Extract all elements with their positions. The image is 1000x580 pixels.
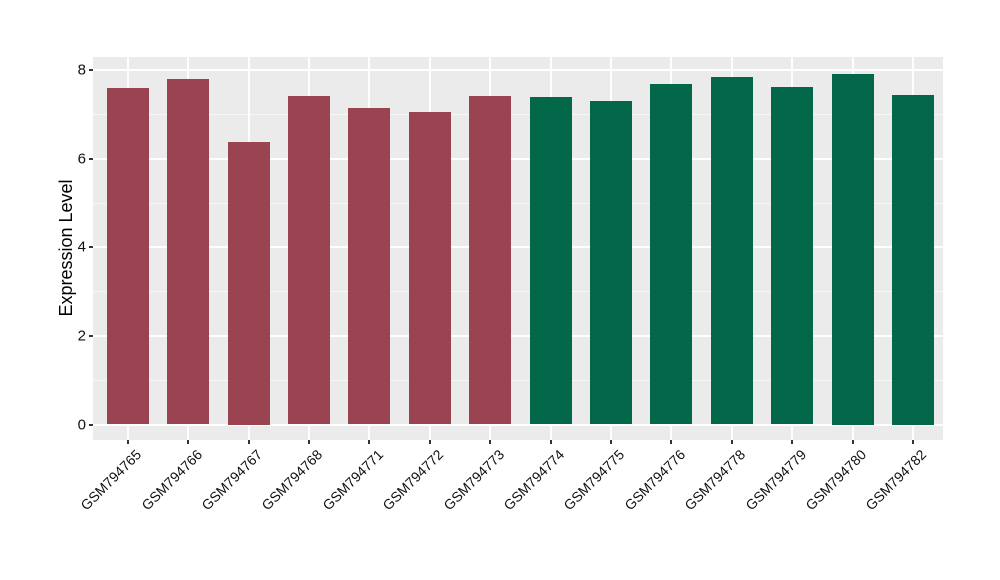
y-tick-label: 8 <box>77 61 86 79</box>
x-tick-mark <box>489 440 492 444</box>
x-tick-mark <box>549 440 552 444</box>
x-tick-label: GSM794779 <box>741 446 809 514</box>
minor-gridline <box>93 202 943 204</box>
x-tick-mark <box>670 440 673 444</box>
y-axis-title: Expression Level <box>56 179 76 317</box>
x-tick-mark <box>791 440 794 444</box>
bar-GSM794765 <box>106 87 149 425</box>
x-tick-label: GSM794771 <box>319 446 387 514</box>
x-tick-label: GSM794773 <box>439 446 507 514</box>
x-tick-mark <box>368 440 371 444</box>
minor-gridline <box>93 114 943 116</box>
y-tick-mark <box>89 246 93 249</box>
bar-GSM794768 <box>288 95 330 425</box>
bar-GSM794773 <box>469 95 512 425</box>
bar-GSM794778 <box>710 77 753 425</box>
bar-GSM794780 <box>831 74 874 425</box>
bar-GSM794779 <box>771 86 814 425</box>
y-tick-label: 4 <box>77 238 86 256</box>
x-tick-label: GSM794782 <box>862 446 930 514</box>
bar-GSM794766 <box>167 78 210 425</box>
y-tick-label: 6 <box>77 150 86 168</box>
y-tick-mark <box>89 334 93 337</box>
minor-gridline <box>93 291 943 293</box>
major-gridline <box>93 423 943 426</box>
y-tick-label: 2 <box>77 327 86 345</box>
x-tick-mark <box>610 440 612 444</box>
x-tick-label: GSM794774 <box>500 446 568 514</box>
bar-GSM794775 <box>590 100 632 425</box>
x-tick-mark <box>247 440 250 444</box>
x-tick-label: GSM794767 <box>198 446 266 514</box>
x-tick-mark <box>308 440 310 444</box>
x-tick-mark <box>912 440 914 444</box>
x-tick-label: GSM794780 <box>802 446 870 514</box>
x-tick-label: GSM794766 <box>137 446 205 514</box>
bar-GSM794772 <box>408 112 451 425</box>
y-tick-mark <box>89 157 93 160</box>
x-tick-label: GSM794772 <box>379 446 447 514</box>
major-gridline <box>93 334 943 337</box>
y-tick-mark <box>89 69 93 72</box>
x-tick-label: GSM794775 <box>560 446 628 514</box>
x-tick-label: GSM794768 <box>258 446 326 514</box>
minor-gridline <box>93 379 943 381</box>
plot-panel <box>93 57 943 440</box>
bar-GSM794776 <box>650 84 693 425</box>
major-gridline <box>93 157 943 160</box>
x-tick-label: GSM794778 <box>681 446 749 514</box>
x-tick-mark <box>730 440 733 444</box>
x-tick-label: GSM794765 <box>77 446 145 514</box>
bar-GSM794774 <box>529 96 572 425</box>
x-tick-mark <box>428 440 431 444</box>
bar-GSM794782 <box>892 95 934 425</box>
y-tick-label: 0 <box>77 416 86 433</box>
y-tick-mark <box>89 423 93 426</box>
x-tick-mark <box>851 440 854 444</box>
x-tick-mark <box>187 440 190 444</box>
x-tick-label: GSM794776 <box>621 446 689 514</box>
major-gridline <box>93 246 943 249</box>
bar-GSM794767 <box>227 142 270 425</box>
x-tick-mark <box>126 440 129 444</box>
major-gridline <box>93 69 943 72</box>
bar-GSM794771 <box>348 107 391 425</box>
